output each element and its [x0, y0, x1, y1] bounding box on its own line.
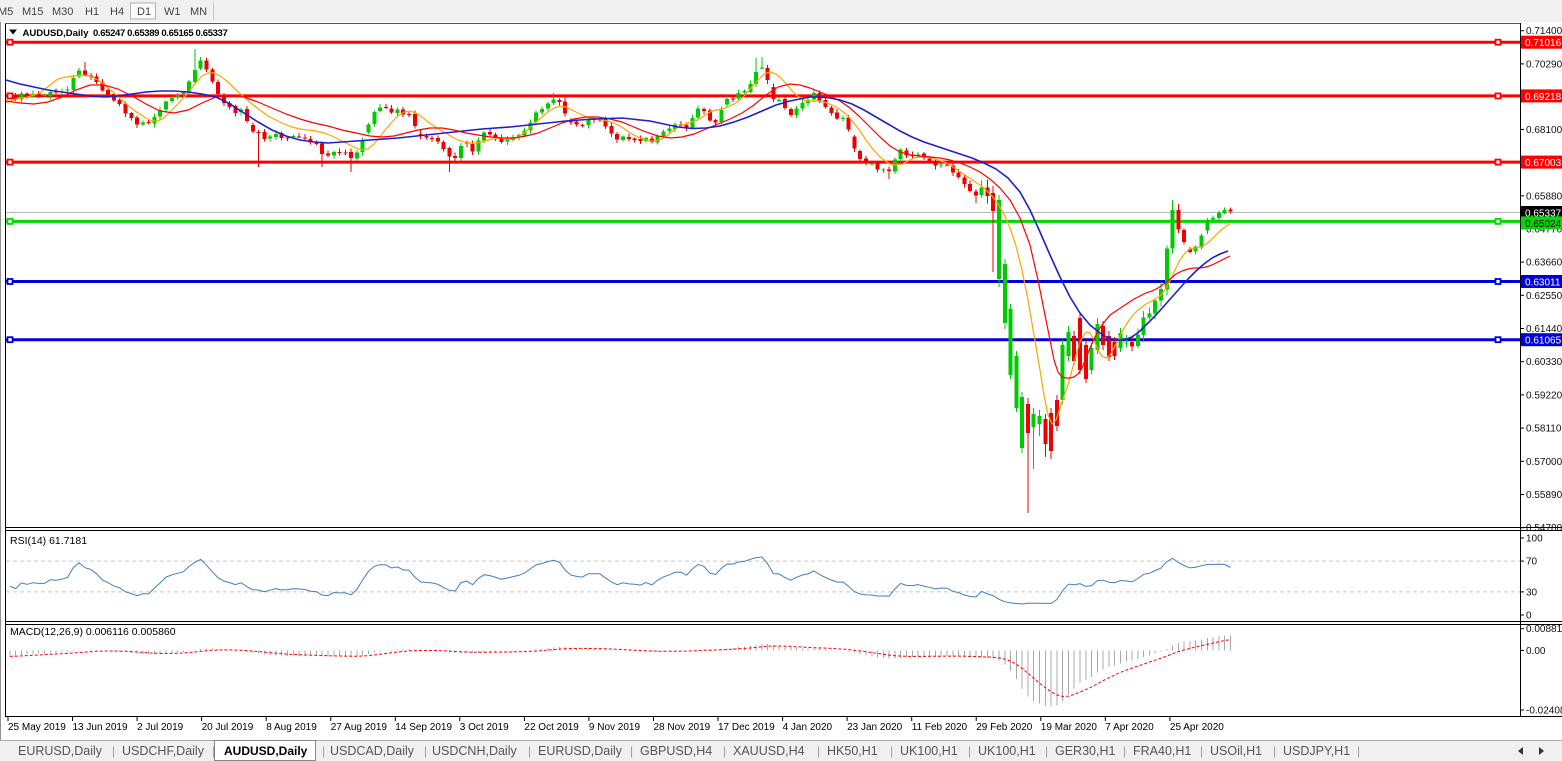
svg-text:0.68100: 0.68100	[1526, 125, 1562, 136]
svg-text:0.65247 0.65389 0.65165 0.6533: 0.65247 0.65389 0.65165 0.65337	[93, 28, 227, 39]
svg-text:25 May 2019: 25 May 2019	[8, 722, 66, 733]
svg-text:0.63660: 0.63660	[1526, 258, 1562, 269]
svg-text:0.65337: 0.65337	[1525, 209, 1562, 220]
svg-text:USOil,H1: USOil,H1	[1210, 744, 1262, 758]
svg-text:0.62550: 0.62550	[1526, 291, 1562, 302]
svg-text:AUDUSD,Daily: AUDUSD,Daily	[23, 28, 90, 39]
svg-text:3 Oct 2019: 3 Oct 2019	[460, 722, 509, 733]
svg-text:0.63011: 0.63011	[1525, 278, 1561, 289]
svg-text:|: |	[890, 744, 893, 758]
svg-text:9 Nov 2019: 9 Nov 2019	[589, 722, 641, 733]
svg-text:0.65024: 0.65024	[1525, 219, 1562, 230]
svg-text:0.008815: 0.008815	[1526, 624, 1562, 635]
svg-text:H1: H1	[85, 6, 99, 18]
svg-text:0.00: 0.00	[1526, 646, 1546, 657]
svg-text:MACD(12,26,9) 0.006116 0.00586: MACD(12,26,9) 0.006116 0.005860	[10, 626, 176, 638]
svg-text:8 Aug 2019: 8 Aug 2019	[266, 722, 317, 733]
svg-text:0.61065: 0.61065	[1525, 336, 1562, 347]
svg-text:0.60330: 0.60330	[1526, 357, 1562, 368]
svg-text:|: |	[1273, 744, 1276, 758]
svg-text:70: 70	[1526, 557, 1538, 568]
svg-text:0.59220: 0.59220	[1526, 390, 1562, 401]
svg-text:23 Jan 2020: 23 Jan 2020	[847, 722, 902, 733]
svg-text:0: 0	[1526, 611, 1532, 622]
svg-text:EURUSD,Daily: EURUSD,Daily	[18, 744, 103, 758]
svg-text:0.64770: 0.64770	[1526, 225, 1562, 236]
svg-text:0.70290: 0.70290	[1526, 59, 1562, 70]
svg-text:D1: D1	[137, 6, 151, 18]
svg-text:17 Dec 2019: 17 Dec 2019	[718, 722, 775, 733]
svg-text:0.65880: 0.65880	[1526, 191, 1562, 202]
svg-text:USDCNH,Daily: USDCNH,Daily	[432, 744, 517, 758]
svg-text:0.54780: 0.54780	[1526, 523, 1562, 534]
svg-text:|: |	[322, 744, 325, 758]
svg-text:0.55890: 0.55890	[1526, 490, 1562, 501]
svg-text:13 Jun 2019: 13 Jun 2019	[73, 722, 128, 733]
svg-text:|: |	[424, 744, 427, 758]
svg-text:14 Sep 2019: 14 Sep 2019	[395, 722, 452, 733]
svg-text:XAUUSD,H4: XAUUSD,H4	[733, 744, 805, 758]
svg-text:UK100,H1: UK100,H1	[900, 744, 958, 758]
svg-text:|: |	[528, 744, 531, 758]
svg-text:GBPUSD,H4: GBPUSD,H4	[640, 744, 712, 758]
svg-text:0.67003: 0.67003	[1525, 158, 1562, 169]
svg-text:22 Oct 2019: 22 Oct 2019	[524, 722, 579, 733]
svg-text:|: |	[1200, 744, 1203, 758]
svg-text:0.57000: 0.57000	[1526, 457, 1562, 468]
svg-text:2 Jul 2019: 2 Jul 2019	[137, 722, 184, 733]
svg-text:|: |	[968, 744, 971, 758]
svg-text:USDJPY,H1: USDJPY,H1	[1283, 744, 1350, 758]
svg-text:W1: W1	[164, 6, 181, 18]
svg-text:EURUSD,Daily: EURUSD,Daily	[538, 744, 623, 758]
svg-text:|: |	[112, 744, 115, 758]
svg-text:FRA40,H1: FRA40,H1	[1133, 744, 1191, 758]
svg-text:H4: H4	[110, 6, 124, 18]
svg-text:7 Apr 2020: 7 Apr 2020	[1105, 722, 1154, 733]
svg-text:M5: M5	[0, 6, 13, 18]
svg-text:USDCAD,Daily: USDCAD,Daily	[330, 744, 415, 758]
svg-text:-0.02408: -0.02408	[1526, 706, 1562, 717]
svg-text:USDCHF,Daily: USDCHF,Daily	[122, 744, 205, 758]
svg-text:HK50,H1: HK50,H1	[827, 744, 878, 758]
svg-text:GER30,H1: GER30,H1	[1055, 744, 1115, 758]
svg-text:|: |	[817, 744, 820, 758]
svg-text:0.61440: 0.61440	[1526, 324, 1562, 335]
svg-text:0.58110: 0.58110	[1526, 424, 1562, 435]
svg-text:|: |	[1357, 744, 1360, 758]
svg-text:0.71016: 0.71016	[1525, 38, 1562, 49]
svg-text:100: 100	[1526, 534, 1543, 545]
svg-text:|: |	[1123, 744, 1126, 758]
svg-text:|: |	[630, 744, 633, 758]
svg-text:MN: MN	[190, 6, 207, 18]
svg-text:20 Jul 2019: 20 Jul 2019	[202, 722, 254, 733]
svg-text:AUDUSD,Daily: AUDUSD,Daily	[224, 744, 308, 758]
svg-text:RSI(14) 61.7181: RSI(14) 61.7181	[10, 535, 87, 547]
svg-text:19 Mar 2020: 19 Mar 2020	[1041, 722, 1098, 733]
svg-text:29 Feb 2020: 29 Feb 2020	[976, 722, 1033, 733]
svg-text:0.71400: 0.71400	[1526, 26, 1562, 37]
svg-text:|: |	[212, 744, 215, 758]
svg-text:UK100,H1: UK100,H1	[978, 744, 1036, 758]
svg-text:25 Apr 2020: 25 Apr 2020	[1170, 722, 1224, 733]
svg-text:|: |	[723, 744, 726, 758]
svg-text:M15: M15	[22, 6, 43, 18]
svg-text:0.69218: 0.69218	[1525, 92, 1562, 103]
svg-text:27 Aug 2019: 27 Aug 2019	[331, 722, 388, 733]
svg-text:M30: M30	[52, 6, 73, 18]
svg-text:|: |	[1045, 744, 1048, 758]
svg-text:4 Jan 2020: 4 Jan 2020	[783, 722, 833, 733]
svg-text:30: 30	[1526, 587, 1538, 598]
svg-text:28 Nov 2019: 28 Nov 2019	[654, 722, 711, 733]
svg-text:11 Feb 2020: 11 Feb 2020	[912, 722, 968, 733]
